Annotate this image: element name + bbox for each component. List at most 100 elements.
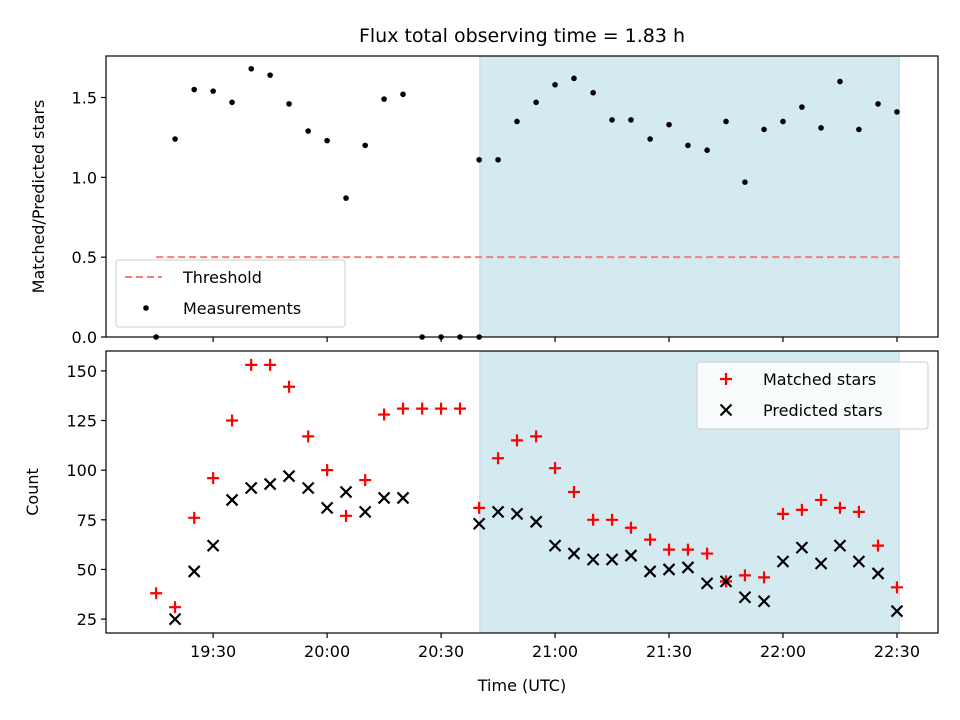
data-point [700, 577, 714, 590]
axes-frame [105, 350, 939, 634]
data-point [833, 501, 846, 514]
data-point [206, 539, 220, 552]
data-point [894, 109, 900, 115]
data-point [377, 491, 391, 505]
data-point [301, 481, 315, 495]
chart-title: Flux total observing time = 1.83 h [359, 25, 685, 47]
data-point [890, 604, 904, 618]
data-point [776, 507, 789, 520]
data-point [663, 543, 676, 556]
data-point [606, 513, 619, 526]
data-point [248, 65, 255, 72]
legend-label: Predicted stars [763, 401, 883, 420]
data-point [207, 472, 220, 485]
data-point [628, 117, 634, 123]
data-point [416, 402, 429, 415]
y-tick-label: 0.5 [72, 248, 97, 267]
data-point [549, 462, 562, 475]
data-point [397, 402, 410, 415]
data-point [510, 434, 523, 447]
data-point [586, 553, 600, 566]
legend-matched-swatch [720, 373, 732, 385]
legend-measurements-swatch [143, 305, 149, 311]
data-point [150, 587, 163, 600]
data-point [815, 493, 828, 506]
legend-label: Measurements [183, 299, 301, 318]
data-point [435, 402, 448, 415]
data-point [340, 509, 353, 522]
x-tick-label: 20:30 [418, 642, 464, 661]
data-point [282, 469, 296, 483]
data-point [567, 486, 580, 498]
data-point [191, 86, 198, 93]
data-point [548, 539, 562, 552]
data-point [263, 477, 277, 491]
data-point [188, 511, 201, 524]
data-point [533, 99, 539, 106]
data-point [226, 414, 239, 427]
data-point [704, 147, 710, 153]
data-point [681, 561, 695, 574]
data-point [571, 75, 577, 82]
legend-label: Matched stars [763, 370, 876, 389]
y-tick-label: 0.0 [72, 328, 97, 347]
legend-label: Threshold [182, 268, 262, 287]
y-tick-label: 25 [77, 610, 97, 629]
data-point [514, 118, 520, 125]
data-point [358, 505, 372, 519]
data-point [472, 517, 486, 531]
x-tick-label: 21:30 [646, 642, 692, 661]
data-point [814, 557, 828, 570]
data-point [492, 452, 505, 465]
data-point [169, 601, 182, 614]
y-tick-label: 1.5 [72, 89, 97, 108]
x-axis-label: Time (UTC) [477, 676, 566, 695]
data-point [833, 539, 847, 552]
data-point [264, 358, 277, 371]
data-point [495, 156, 501, 163]
data-point [719, 575, 733, 588]
data-point [321, 464, 334, 477]
series-measurements [153, 65, 900, 340]
data-point [666, 121, 672, 128]
data-point [400, 91, 406, 98]
data-point [795, 503, 808, 516]
data-point [168, 612, 182, 626]
data-point [225, 493, 239, 507]
data-point [567, 547, 581, 560]
data-point [662, 563, 676, 576]
data-point [742, 179, 748, 185]
data-point [529, 515, 543, 529]
x-tick-label: 21:00 [532, 642, 578, 661]
data-point [302, 430, 315, 443]
data-point [758, 571, 771, 584]
data-point [229, 99, 235, 106]
y-tick-label: 50 [77, 560, 97, 579]
data-point [362, 142, 368, 149]
data-point [738, 590, 752, 604]
data-point [837, 78, 843, 85]
data-point [286, 101, 292, 107]
y-tick-label: 125 [66, 412, 97, 431]
data-point [681, 543, 694, 556]
data-point [320, 501, 334, 515]
data-point [283, 380, 296, 393]
data-point [609, 117, 615, 123]
data-point [530, 430, 543, 443]
data-point [856, 126, 862, 133]
data-point [267, 72, 273, 78]
y-axis-label: Matched/Predicted stars [29, 100, 48, 294]
axes-frame [105, 55, 939, 338]
data-point [396, 491, 410, 505]
x-tick-label: 19:30 [190, 642, 236, 661]
legend: Threshold Measurements [115, 259, 346, 328]
data-point [605, 553, 619, 566]
data-point [339, 485, 353, 499]
data-point [761, 126, 767, 133]
data-point [780, 118, 786, 125]
data-point [378, 408, 391, 421]
x-tick-label: 20:00 [304, 642, 350, 661]
data-point [852, 505, 865, 518]
series-matched-stars [150, 358, 903, 614]
